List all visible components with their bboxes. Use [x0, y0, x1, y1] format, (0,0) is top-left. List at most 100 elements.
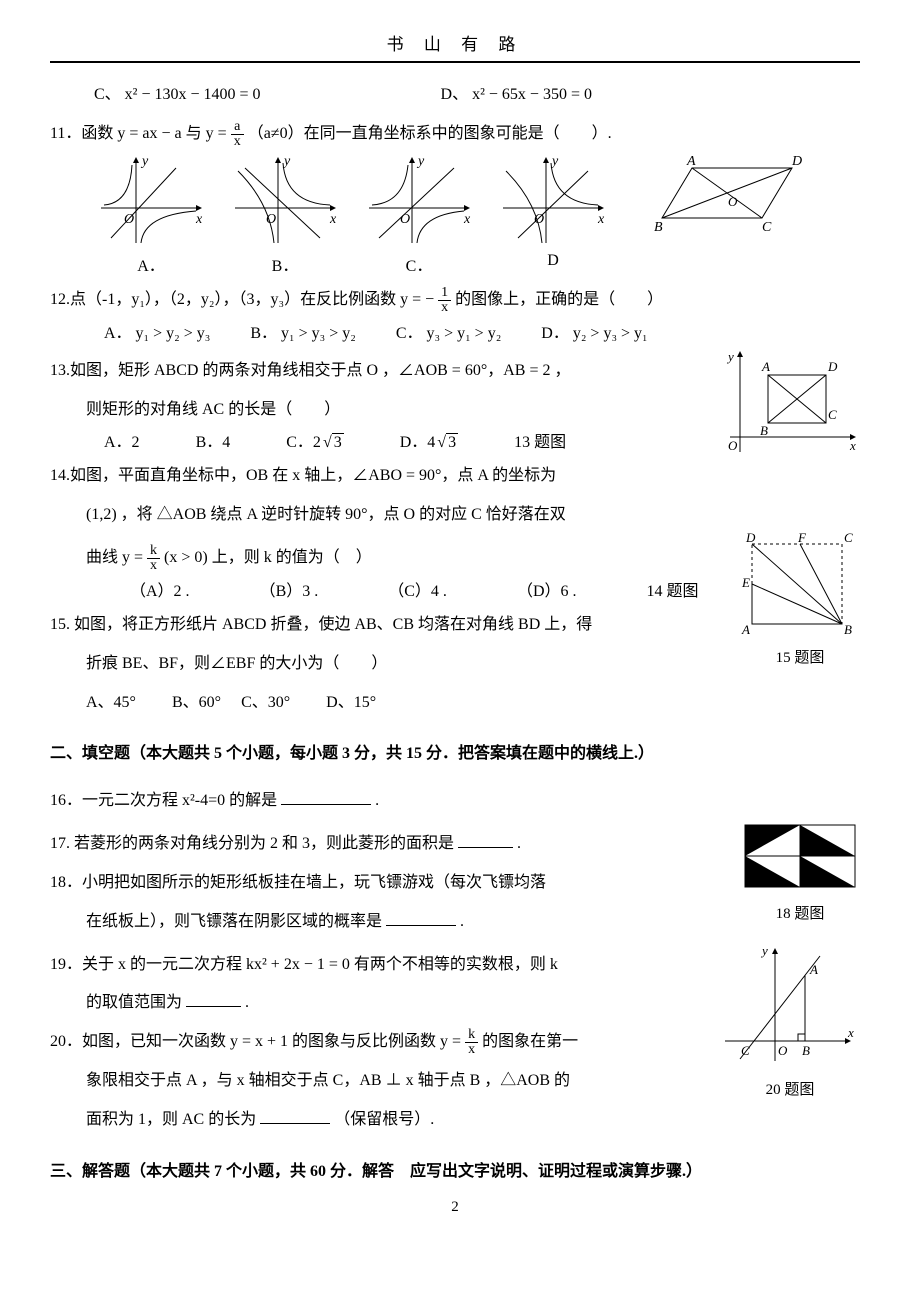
q16: 16．一元二次方程 x²-4=0 的解是 . — [50, 787, 860, 816]
q15-D: D、15° — [326, 694, 376, 711]
q12-stem-a: 12.点（-1，y₁），（2，y₂），（3，y₃）在反比例函数 y = − — [50, 291, 434, 308]
q14-line3-pre: 曲线 y = — [86, 549, 147, 566]
q12-stem-b: 的图像上，正确的是（ ） — [455, 291, 663, 308]
q11-graph-c: x y O C． — [364, 153, 474, 276]
q11-frac: a x — [231, 120, 244, 149]
q15-fig-svg: D C A B E F — [740, 534, 860, 639]
graph-a-svg: x y O — [96, 153, 206, 248]
q14-15-row: 曲线 y = k x (x > 0) 上，则 k 的值为（ ） （A）2 . （… — [50, 534, 860, 721]
q17-18-row: 17. 若菱形的两条对角线分别为 2 和 3，则此菱形的面积是 . 18．小明把… — [50, 820, 860, 940]
graph-b-svg: x y O — [230, 153, 340, 248]
q14-options: （A）2 . （B）3 . （C）4 . （D）6 . 14 题图 — [50, 577, 732, 601]
q11-stem: 11．函数 y = ax − a 与 y = a x （a≠0）在同一直角坐标系… — [50, 120, 860, 149]
q18-line2-text: 在纸板上），则飞镖落在阴影区域的概率是 — [86, 913, 382, 930]
q16-suf: . — [375, 792, 379, 809]
q12-B: B． y₁ > y₃ > y₂ — [250, 319, 355, 343]
q18-blank — [386, 911, 456, 925]
q20-frac-num: k — [465, 1028, 478, 1043]
q14-B: （B）3 . — [260, 577, 319, 601]
q16-blank — [281, 791, 371, 805]
q18-figure: 18 题图 — [740, 820, 860, 923]
q12-frac-num: 1 — [438, 286, 451, 301]
section2-head: 二、填空题（本大题共 5 个小题，每小题 3 分，共 15 分．把答案填在题中的… — [50, 739, 860, 763]
q18-line1: 18．小明把如图所示的矩形纸板挂在墙上，玩飞镖游戏（每次飞镖均落 — [50, 869, 732, 898]
q17-stem: 17. 若菱形的两条对角线分别为 2 和 3，则此菱形的面积是 — [50, 835, 454, 852]
svg-text:O: O — [728, 194, 738, 209]
q17: 17. 若菱形的两条对角线分别为 2 和 3，则此菱形的面积是 . — [50, 830, 732, 859]
svg-text:A: A — [809, 962, 818, 977]
q12-C: C． y₃ > y₁ > y₂ — [396, 319, 501, 343]
q19-20-row: 19．关于 x 的一元二次方程 kx² + 2x − 1 = 0 有两个不相等的… — [50, 941, 860, 1139]
q15-A: A、45° — [86, 694, 136, 711]
q13-C-pre: C．2 — [286, 434, 321, 451]
svg-text:x: x — [597, 212, 605, 227]
q14-line3-post: (x > 0) 上，则 k 的值为（ ） — [164, 549, 372, 566]
header-rule — [50, 61, 860, 63]
svg-text:C: C — [741, 1043, 750, 1058]
q11-frac-den: x — [231, 135, 244, 149]
q11-label-b: B． — [230, 252, 340, 276]
svg-text:x: x — [847, 1025, 854, 1040]
q12-frac: 1 x — [438, 286, 451, 315]
page-number: 2 — [50, 1199, 860, 1216]
q13-line2: 则矩形的对角线 AC 的长是（ ） — [50, 396, 712, 425]
q12-stem: 12.点（-1，y₁），（2，y₂），（3，y₃）在反比例函数 y = − 1 … — [50, 286, 860, 315]
q15-B: B、60° — [172, 694, 221, 711]
q20-caption: 20 题图 — [720, 1078, 860, 1099]
q14-A: （A）2 . — [130, 577, 190, 601]
q14-line2: (1,2) ，将 △AOB 绕点 A 逆时针旋转 90°，点 O 的对应 C 恰… — [50, 501, 712, 530]
q18-suf: . — [460, 913, 464, 930]
svg-text:A: A — [761, 359, 770, 374]
q20-line3-post: （保留根号）. — [334, 1111, 434, 1128]
q13-D-pre: D．4 — [400, 434, 436, 451]
q20-line3: 面积为 1，则 AC 的长为 （保留根号）. — [50, 1106, 712, 1135]
q13-options: A．2 B．4 C．23 D．43 13 题图 — [50, 428, 712, 452]
q20-figure: A B C O x y 20 题图 — [720, 941, 860, 1099]
section3-head: 三、解答题（本大题共 7 个小题，共 60 分．解答 应写出文字说明、证明过程或… — [50, 1157, 860, 1181]
q18-caption: 18 题图 — [740, 902, 860, 923]
q18-line2: 在纸板上），则飞镖落在阴影区域的概率是 . — [50, 908, 732, 937]
q14-caption: 14 题图 — [647, 577, 699, 601]
svg-text:B: B — [802, 1043, 810, 1058]
q11-graph-b: x y O B． — [230, 153, 340, 276]
svg-text:E: E — [741, 575, 750, 590]
svg-text:y: y — [140, 154, 149, 169]
svg-text:D: D — [827, 359, 838, 374]
svg-text:x: x — [195, 212, 203, 227]
q11-rhombus-fig: A D B C O — [662, 153, 802, 233]
q11-graph-a: x y O A． — [96, 153, 206, 276]
svg-text:C: C — [844, 530, 853, 545]
q14-frac-num: k — [147, 544, 160, 559]
q11-label-d: D — [498, 252, 608, 270]
svg-text:D: D — [745, 530, 756, 545]
svg-text:B: B — [760, 423, 768, 438]
q14-frac: k x — [147, 544, 160, 573]
q15-caption: 15 题图 — [740, 646, 860, 667]
q10-C: C、 x² − 130x − 1400 = 0 — [94, 81, 261, 110]
q17-blank — [458, 834, 513, 848]
graph-d-svg: x y O — [498, 153, 608, 248]
svg-text:B: B — [844, 622, 852, 637]
q14-line3: 曲线 y = k x (x > 0) 上，则 k 的值为（ ） — [50, 544, 732, 573]
svg-text:y: y — [760, 943, 768, 958]
q15-figure: D C A B E F 15 题图 — [740, 534, 860, 667]
q11-frac-num: a — [231, 120, 244, 135]
q13-D: D．43 — [400, 428, 458, 452]
svg-text:x: x — [463, 212, 471, 227]
q16-stem: 16．一元二次方程 x²-4=0 的解是 — [50, 792, 281, 809]
q13-B: B．4 — [196, 428, 231, 452]
q13-fig-svg: A D B C O x y — [720, 347, 860, 457]
q20-line1: 20．如图，已知一次函数 y = x + 1 的图象与反比例函数 y = k x… — [50, 1028, 712, 1057]
svg-text:A: A — [741, 622, 750, 637]
q14-D: （D）6 . — [517, 577, 577, 601]
q12-D: D． y₂ > y₃ > y₁ — [541, 319, 647, 343]
svg-text:y: y — [726, 349, 734, 364]
svg-text:x: x — [329, 212, 337, 227]
q15-line1: 15. 如图，将正方形纸片 ABCD 折叠，使边 AB、CB 均落在对角线 BD… — [50, 611, 732, 640]
q15-C: C、30° — [241, 694, 290, 711]
q14-line1: 14.如图，平面直角坐标中，OB 在 x 轴上，∠ABO = 90°，点 A 的… — [50, 462, 712, 491]
svg-text:C: C — [762, 220, 772, 235]
q10-D: D、 x² − 65x − 350 = 0 — [441, 81, 592, 110]
svg-text:B: B — [654, 220, 663, 235]
q11-label-a: A． — [96, 252, 206, 276]
